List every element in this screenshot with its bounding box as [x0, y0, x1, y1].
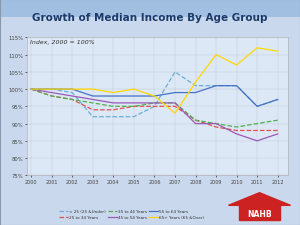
55 to 64 Years [173, 92, 177, 94]
< 25 (25 &Under) [50, 88, 53, 91]
35 to 44 Years [235, 126, 238, 129]
< 25 (25 &Under) [276, 99, 280, 101]
65+ Years (65 &Over) [70, 88, 74, 91]
55 to 64 Years [132, 95, 136, 98]
< 25 (25 &Under) [132, 116, 136, 119]
45 to 54 Years [50, 92, 53, 94]
25 to 34 Years [276, 130, 280, 132]
55 to 64 Years [70, 88, 74, 91]
25 to 34 Years [112, 109, 115, 112]
65+ Years (65 &Over) [214, 54, 218, 57]
35 to 44 Years [29, 88, 33, 91]
Line: 25 to 34 Years: 25 to 34 Years [31, 90, 278, 131]
45 to 54 Years [153, 102, 156, 105]
25 to 34 Years [70, 99, 74, 101]
65+ Years (65 &Over) [194, 81, 197, 84]
35 to 44 Years [255, 123, 259, 125]
45 to 54 Years [194, 123, 197, 125]
35 to 44 Years [91, 102, 94, 105]
45 to 54 Years [91, 99, 94, 101]
Legend: < 25 (25 &Under), 25 to 34 Years, 35 to 44 Years, 45 to 54 Years, 55 to 64 Years: < 25 (25 &Under), 25 to 34 Years, 35 to … [57, 208, 206, 221]
45 to 54 Years [255, 140, 259, 142]
45 to 54 Years [214, 123, 218, 125]
< 25 (25 &Under) [112, 116, 115, 119]
25 to 34 Years [194, 119, 197, 122]
25 to 34 Years [50, 95, 53, 98]
45 to 54 Years [29, 88, 33, 91]
< 25 (25 &Under) [255, 106, 259, 108]
35 to 44 Years [153, 102, 156, 105]
65+ Years (65 &Over) [29, 88, 33, 91]
25 to 34 Years [153, 106, 156, 108]
35 to 44 Years [112, 106, 115, 108]
35 to 44 Years [50, 95, 53, 98]
65+ Years (65 &Over) [153, 95, 156, 98]
55 to 64 Years [235, 85, 238, 88]
< 25 (25 &Under) [70, 92, 74, 94]
45 to 54 Years [173, 102, 177, 105]
Line: 35 to 44 Years: 35 to 44 Years [31, 90, 278, 127]
Text: Index, 2000 = 100%: Index, 2000 = 100% [30, 40, 94, 45]
65+ Years (65 &Over) [235, 64, 238, 67]
< 25 (25 &Under) [194, 85, 197, 88]
45 to 54 Years [70, 95, 74, 98]
35 to 44 Years [214, 123, 218, 125]
Polygon shape [229, 193, 291, 205]
45 to 54 Years [235, 133, 238, 136]
Text: NAHB: NAHB [247, 209, 272, 218]
35 to 44 Years [276, 119, 280, 122]
25 to 34 Years [29, 88, 33, 91]
Text: Growth of Median Income By Age Group: Growth of Median Income By Age Group [32, 13, 268, 23]
< 25 (25 &Under) [91, 116, 94, 119]
55 to 64 Years [255, 106, 259, 108]
45 to 54 Years [132, 102, 136, 105]
45 to 54 Years [276, 133, 280, 136]
Line: < 25 (25 &Under): < 25 (25 &Under) [31, 72, 278, 117]
25 to 34 Years [91, 109, 94, 112]
Line: 55 to 64 Years: 55 to 64 Years [31, 86, 278, 107]
45 to 54 Years [112, 102, 115, 105]
Line: 65+ Years (65 &Over): 65+ Years (65 &Over) [31, 49, 278, 114]
65+ Years (65 &Over) [255, 47, 259, 50]
65+ Years (65 &Over) [112, 92, 115, 94]
< 25 (25 &Under) [29, 88, 33, 91]
55 to 64 Years [91, 95, 94, 98]
25 to 34 Years [255, 130, 259, 132]
< 25 (25 &Under) [153, 106, 156, 108]
25 to 34 Years [235, 130, 238, 132]
55 to 64 Years [50, 88, 53, 91]
< 25 (25 &Under) [214, 85, 218, 88]
25 to 34 Years [173, 106, 177, 108]
65+ Years (65 &Over) [173, 112, 177, 115]
65+ Years (65 &Over) [91, 88, 94, 91]
55 to 64 Years [194, 92, 197, 94]
Polygon shape [239, 205, 280, 220]
< 25 (25 &Under) [235, 85, 238, 88]
55 to 64 Years [29, 88, 33, 91]
25 to 34 Years [132, 106, 136, 108]
55 to 64 Years [112, 95, 115, 98]
Line: 45 to 54 Years: 45 to 54 Years [31, 90, 278, 141]
55 to 64 Years [214, 85, 218, 88]
25 to 34 Years [214, 126, 218, 129]
55 to 64 Years [276, 99, 280, 101]
< 25 (25 &Under) [173, 71, 177, 74]
35 to 44 Years [132, 106, 136, 108]
65+ Years (65 &Over) [132, 88, 136, 91]
65+ Years (65 &Over) [276, 51, 280, 53]
Bar [0, 0, 300, 18]
35 to 44 Years [173, 102, 177, 105]
55 to 64 Years [153, 95, 156, 98]
65+ Years (65 &Over) [50, 88, 53, 91]
35 to 44 Years [70, 99, 74, 101]
35 to 44 Years [194, 119, 197, 122]
